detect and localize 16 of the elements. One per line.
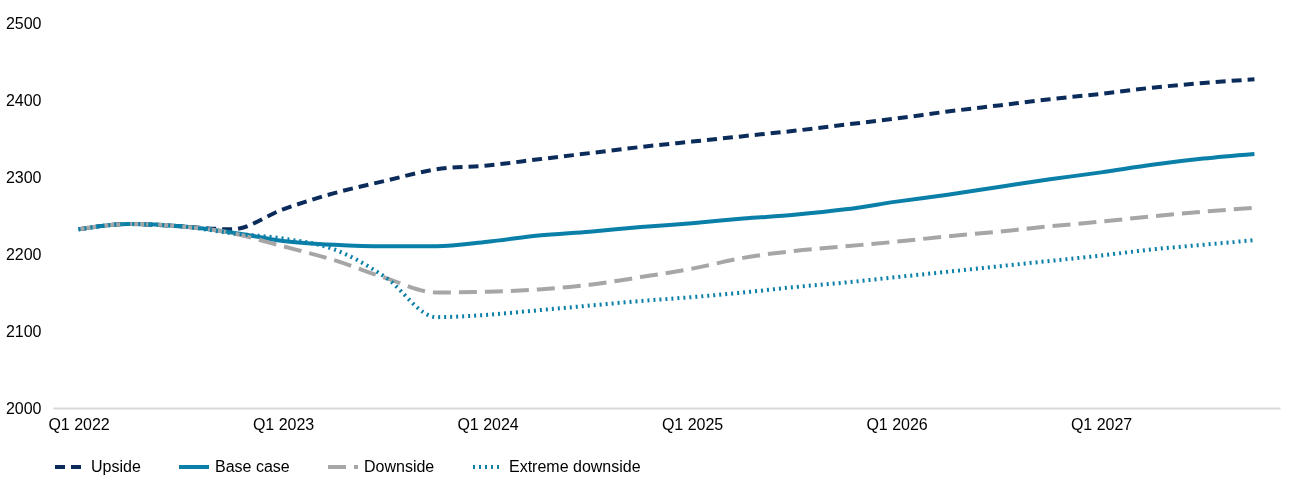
y-tick-label: 2200 (5, 245, 42, 263)
y-tick-label: 2000 (5, 399, 42, 417)
legend-label: Extreme downside (509, 458, 641, 475)
x-tick-label: Q1 2027 (1070, 415, 1133, 433)
y-tick-label: 2100 (5, 322, 42, 340)
y-tick-label: 2300 (5, 168, 42, 186)
legend-label: Upside (91, 458, 141, 475)
x-tick-label: Q1 2025 (661, 415, 724, 433)
x-tick-label: Q1 2024 (457, 415, 519, 433)
legend-label: Base case (215, 458, 290, 475)
x-tick-label: Q1 2022 (48, 415, 110, 433)
legend-label: Downside (364, 458, 435, 475)
y-tick-label: 2400 (5, 91, 42, 109)
x-tick-label: Q1 2023 (252, 415, 315, 433)
x-tick-label: Q1 2026 (866, 415, 928, 433)
y-tick-label: 2500 (5, 14, 42, 32)
